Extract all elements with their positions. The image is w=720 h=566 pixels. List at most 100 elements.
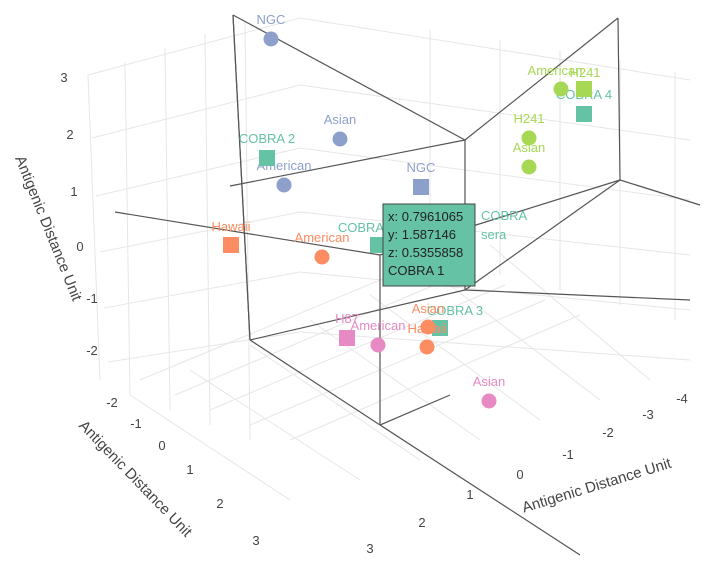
- y-tick-label: 3: [252, 533, 259, 548]
- point-label: American: [295, 230, 350, 245]
- axis-line: [464, 17, 619, 141]
- grid-line: [299, 211, 691, 256]
- tooltip-box: [382, 203, 476, 287]
- axis-line: [619, 179, 701, 206]
- point-label: Asian: [473, 374, 506, 389]
- x-tick-label: 0: [516, 467, 523, 482]
- point-label: Asian: [412, 301, 445, 316]
- grid-line: [309, 319, 481, 441]
- hover-tooltip: x: 0.7961065 y: 1.587146 z: 0.5355858 COBRA…: [382, 203, 528, 287]
- axis-line: [114, 211, 381, 256]
- grid-line: [103, 271, 301, 309]
- x-axis-title: Antigenic Distance Unit: [520, 455, 674, 517]
- point-marker-circle: [420, 319, 436, 335]
- z-tick-label: -2: [86, 343, 98, 358]
- axis-line: [249, 289, 466, 341]
- grid-line: [299, 147, 691, 201]
- point-label: H241: [569, 65, 600, 80]
- y-tick-label: -1: [130, 416, 142, 431]
- tooltip-line: x: 0.7961065: [388, 209, 463, 224]
- grid-line: [369, 294, 541, 421]
- tooltip-side-label: sera: [481, 227, 507, 242]
- tooltip-line: z: 0.5355858: [388, 245, 463, 260]
- point-label: NGC: [257, 12, 286, 27]
- z-tick-label: 1: [70, 184, 77, 199]
- grid-line: [129, 394, 291, 501]
- grid-line: [107, 331, 301, 363]
- grid-line: [87, 74, 101, 381]
- y-tick-label: 2: [216, 496, 223, 511]
- grid-line: [299, 331, 691, 361]
- x-tick-label: -2: [602, 425, 614, 440]
- y-tick-label: -2: [106, 395, 118, 410]
- point-label: COBRA 1: [338, 220, 394, 235]
- point-marker-circle: [370, 337, 386, 353]
- axis-line: [379, 394, 451, 426]
- point-label: Asian: [513, 140, 546, 155]
- point-marker-circle: [332, 131, 348, 147]
- point-marker-circle: [521, 159, 537, 175]
- point-label: H241: [513, 111, 544, 126]
- grid-line: [174, 269, 471, 396]
- axis-line: [379, 424, 581, 556]
- x-tick-label: 1: [466, 487, 473, 502]
- x-tick-label: -3: [642, 407, 654, 422]
- grid-line: [209, 284, 506, 411]
- axis-line: [464, 289, 691, 301]
- point-marker-square: [576, 106, 592, 122]
- axis-line: [232, 14, 251, 341]
- grid-line: [189, 369, 361, 481]
- grid-line: [164, 47, 171, 411]
- point-marker-circle: [481, 393, 497, 409]
- grid-line: [289, 314, 581, 441]
- z-tick-label: 0: [76, 239, 83, 254]
- x-tick-label: 2: [418, 515, 425, 530]
- x-tick-label: 3: [366, 541, 373, 556]
- point-label: COBRA 3: [427, 303, 483, 318]
- tooltip-side-label: COBRA: [481, 208, 528, 223]
- x-tick-label: -1: [562, 447, 574, 462]
- point-marker-square: [432, 320, 448, 336]
- point-label: Hawaii: [407, 321, 446, 336]
- point-label: Hawaii: [211, 219, 250, 234]
- axis-line: [249, 339, 381, 426]
- point-marker-square: [413, 179, 429, 195]
- grid-line: [299, 17, 691, 81]
- grid-line: [489, 244, 651, 381]
- grid-line: [299, 84, 691, 141]
- point-marker-square: [339, 330, 355, 346]
- point-marker-square: [370, 237, 386, 253]
- grid-lines: [87, 17, 691, 501]
- grid-line: [87, 17, 301, 76]
- z-tick-label: -1: [86, 291, 98, 306]
- tick-labels: -2 -1 0 1 2 3 -2 -1 0 1 2 3 -4 -3 -2 -1 0 1 2 3: [60, 70, 687, 556]
- point-marker-square: [576, 81, 592, 97]
- point-label: COBRA 2: [239, 131, 295, 146]
- axis-line: [464, 179, 621, 291]
- point-marker-square: [223, 237, 239, 253]
- point-label: American: [528, 63, 583, 78]
- point-marker-square: [259, 150, 275, 166]
- z-tick-label: 3: [60, 70, 67, 85]
- axis-line: [229, 139, 466, 187]
- point-marker-circle: [419, 339, 435, 355]
- point-marker-circle: [521, 130, 537, 146]
- point-marker-circle: [276, 177, 292, 193]
- tooltip-line: COBRA 1: [388, 263, 444, 278]
- grid-line: [429, 269, 601, 401]
- z-axis-title: Antigenic Distance Unit: [11, 153, 85, 304]
- point-label: H87: [335, 311, 359, 326]
- y-tick-label: 0: [158, 438, 165, 453]
- point-marker-circle: [314, 249, 330, 265]
- x-tick-label: -4: [676, 391, 688, 406]
- tooltip-line: y: 1.587146: [388, 227, 456, 242]
- point-label: American: [351, 318, 406, 333]
- axis-line: [617, 17, 621, 181]
- point-label: Asian: [324, 112, 357, 127]
- point-marker-circle: [263, 31, 279, 47]
- grid-line: [204, 33, 211, 426]
- grid-line: [124, 61, 131, 396]
- grid-line: [91, 84, 301, 139]
